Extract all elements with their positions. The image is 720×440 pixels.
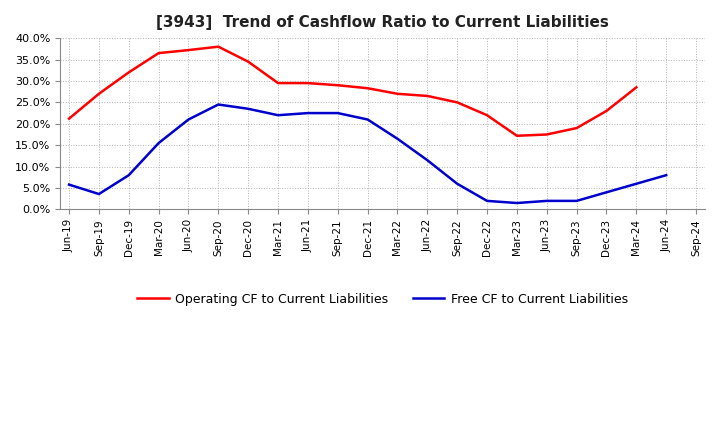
Free CF to Current Liabilities	[453, 181, 462, 187]
Free CF to Current Liabilities	[154, 140, 163, 146]
Operating CF to Current Liabilities	[364, 86, 372, 91]
Operating CF to Current Liabilities	[482, 113, 491, 118]
Free CF to Current Liabilities	[125, 172, 133, 178]
Operating CF to Current Liabilities	[94, 91, 103, 96]
Operating CF to Current Liabilities	[333, 83, 342, 88]
Operating CF to Current Liabilities	[304, 81, 312, 86]
Free CF to Current Liabilities	[572, 198, 581, 204]
Operating CF to Current Liabilities	[393, 91, 402, 96]
Legend: Operating CF to Current Liabilities, Free CF to Current Liabilities: Operating CF to Current Liabilities, Fre…	[132, 288, 633, 311]
Operating CF to Current Liabilities	[453, 100, 462, 105]
Free CF to Current Liabilities	[513, 200, 521, 205]
Operating CF to Current Liabilities	[513, 133, 521, 139]
Operating CF to Current Liabilities	[154, 51, 163, 56]
Free CF to Current Liabilities	[393, 136, 402, 141]
Operating CF to Current Liabilities	[602, 108, 611, 114]
Free CF to Current Liabilities	[662, 172, 670, 178]
Operating CF to Current Liabilities	[125, 70, 133, 75]
Free CF to Current Liabilities	[184, 117, 193, 122]
Operating CF to Current Liabilities	[542, 132, 551, 137]
Free CF to Current Liabilities	[423, 158, 432, 163]
Free CF to Current Liabilities	[333, 110, 342, 116]
Free CF to Current Liabilities	[304, 110, 312, 116]
Operating CF to Current Liabilities	[244, 59, 253, 64]
Operating CF to Current Liabilities	[65, 116, 73, 121]
Free CF to Current Liabilities	[274, 113, 282, 118]
Free CF to Current Liabilities	[214, 102, 222, 107]
Free CF to Current Liabilities	[632, 181, 641, 187]
Free CF to Current Liabilities	[364, 117, 372, 122]
Operating CF to Current Liabilities	[214, 44, 222, 49]
Free CF to Current Liabilities	[482, 198, 491, 204]
Operating CF to Current Liabilities	[274, 81, 282, 86]
Free CF to Current Liabilities	[65, 182, 73, 187]
Free CF to Current Liabilities	[244, 106, 253, 111]
Title: [3943]  Trend of Cashflow Ratio to Current Liabilities: [3943] Trend of Cashflow Ratio to Curren…	[156, 15, 609, 30]
Free CF to Current Liabilities	[542, 198, 551, 204]
Line: Operating CF to Current Liabilities: Operating CF to Current Liabilities	[69, 47, 636, 136]
Line: Free CF to Current Liabilities: Free CF to Current Liabilities	[69, 105, 666, 203]
Free CF to Current Liabilities	[94, 191, 103, 197]
Operating CF to Current Liabilities	[423, 93, 432, 99]
Free CF to Current Liabilities	[602, 190, 611, 195]
Operating CF to Current Liabilities	[632, 85, 641, 90]
Operating CF to Current Liabilities	[184, 48, 193, 53]
Operating CF to Current Liabilities	[572, 125, 581, 131]
